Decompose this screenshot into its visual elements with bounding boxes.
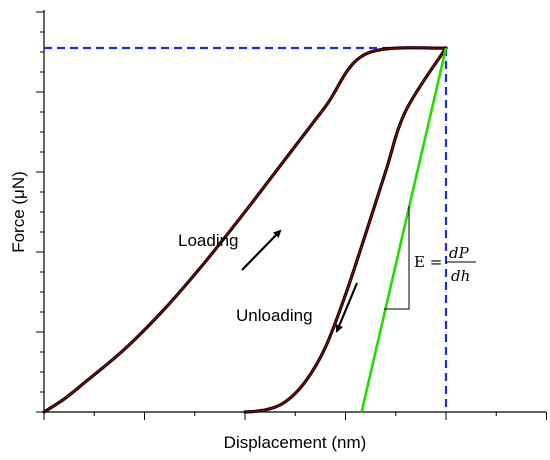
slope-bracket bbox=[384, 206, 410, 310]
axis-ticks bbox=[36, 11, 547, 420]
unloading-slope-tangent bbox=[360, 47, 448, 413]
annotations: Loading Unloading E = dP dh bbox=[178, 206, 476, 333]
loading-curve bbox=[42, 46, 448, 414]
formula-numerator: dP bbox=[449, 244, 470, 262]
unloading-arrow bbox=[335, 282, 359, 333]
unloading-curve bbox=[243, 46, 448, 414]
loading-curve-core bbox=[43, 47, 447, 413]
series-group bbox=[42, 46, 448, 414]
formula-denominator: dh bbox=[451, 267, 470, 285]
y-axis-label: Force (μN) bbox=[9, 171, 28, 253]
unloading-curve-core bbox=[244, 47, 447, 413]
unloading-label: Unloading bbox=[236, 306, 313, 325]
loading-label: Loading bbox=[178, 231, 239, 250]
loading-arrow bbox=[241, 229, 282, 271]
formula-lhs: E = bbox=[414, 253, 442, 271]
axes bbox=[43, 10, 546, 413]
reference-lines bbox=[44, 46, 448, 412]
x-axis-label: Displacement (nm) bbox=[224, 433, 367, 452]
